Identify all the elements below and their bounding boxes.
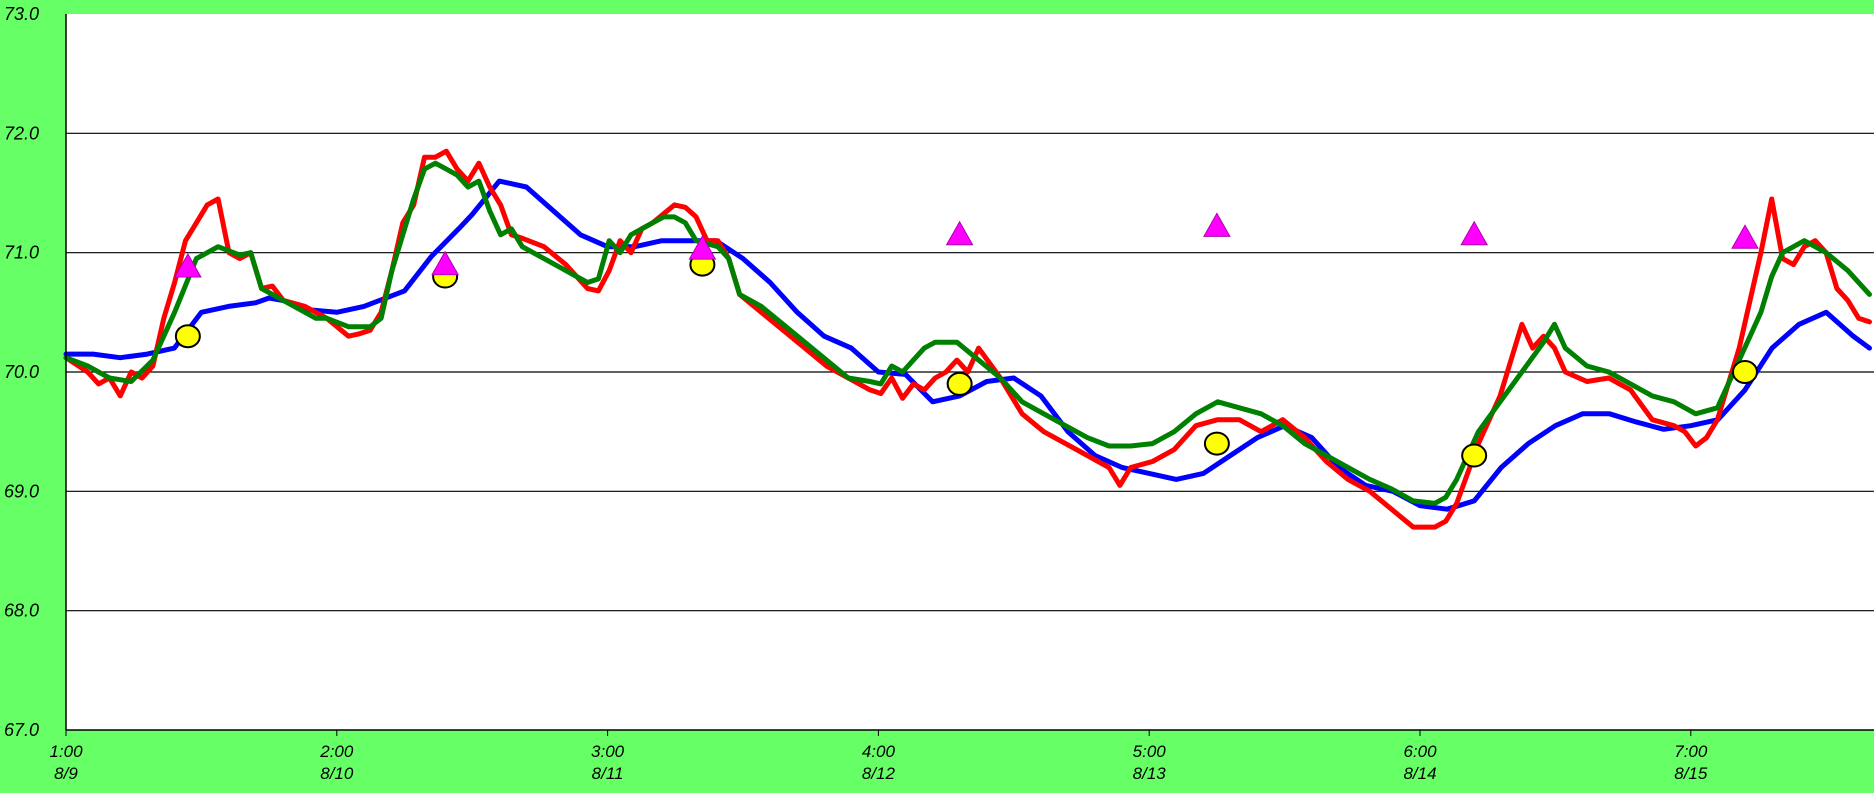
x-tick-label-date: 8/14	[1403, 764, 1436, 783]
x-tick-label-time: 4:00	[862, 742, 896, 761]
x-tick-label-date: 8/15	[1674, 764, 1708, 783]
triangle-marker	[1203, 212, 1231, 237]
x-tick-label-time: 1:00	[49, 742, 83, 761]
y-tick-label: 67.0	[4, 720, 39, 740]
circle-marker	[1203, 431, 1230, 456]
x-tick-label-date: 8/12	[862, 764, 896, 783]
circle-marker	[1731, 360, 1758, 384]
y-tick-label: 72.0	[4, 123, 39, 143]
y-tick-label: 71.0	[4, 243, 39, 263]
triangle-marker	[431, 250, 459, 276]
x-tick-label-date: 8/13	[1133, 764, 1167, 783]
markers	[174, 212, 1759, 468]
x-tick-label-time: 5:00	[1133, 742, 1167, 761]
x-tick-label-date: 8/9	[54, 764, 78, 783]
x-tick-label-time: 7:00	[1674, 742, 1708, 761]
green-series-line	[63, 160, 1872, 506]
x-tick-label-time: 6:00	[1403, 742, 1437, 761]
y-axis-tick-labels: 67.0 68.0 69.0 70.0 71.0 72.0 73.0	[4, 4, 39, 740]
y-tick-label: 70.0	[4, 362, 39, 382]
red-series-line	[63, 148, 1872, 530]
x-tick-label-date: 8/10	[320, 764, 354, 783]
circle-marker	[946, 371, 973, 396]
circle-marker	[174, 324, 201, 349]
y-tick-label: 73.0	[4, 4, 39, 24]
triangle-marker	[945, 220, 974, 246]
triangle-marker	[1731, 224, 1759, 249]
x-axis-tick-labels: 1:00 8/9 2:00 8/10 3:00 8/11 4:00 8/12 5:00 8/13 6…	[49, 730, 1708, 783]
triangle-marker	[688, 235, 717, 260]
triangle-marker	[174, 252, 202, 278]
circle-marker	[1461, 443, 1488, 468]
x-tick-label-time: 3:00	[591, 742, 625, 761]
y-tick-label: 68.0	[4, 601, 39, 621]
x-tick-label-date: 8/11	[592, 764, 624, 783]
x-tick-label-time: 2:00	[319, 742, 354, 761]
y-tick-label: 69.0	[4, 481, 39, 501]
triangle-marker	[1460, 220, 1489, 246]
